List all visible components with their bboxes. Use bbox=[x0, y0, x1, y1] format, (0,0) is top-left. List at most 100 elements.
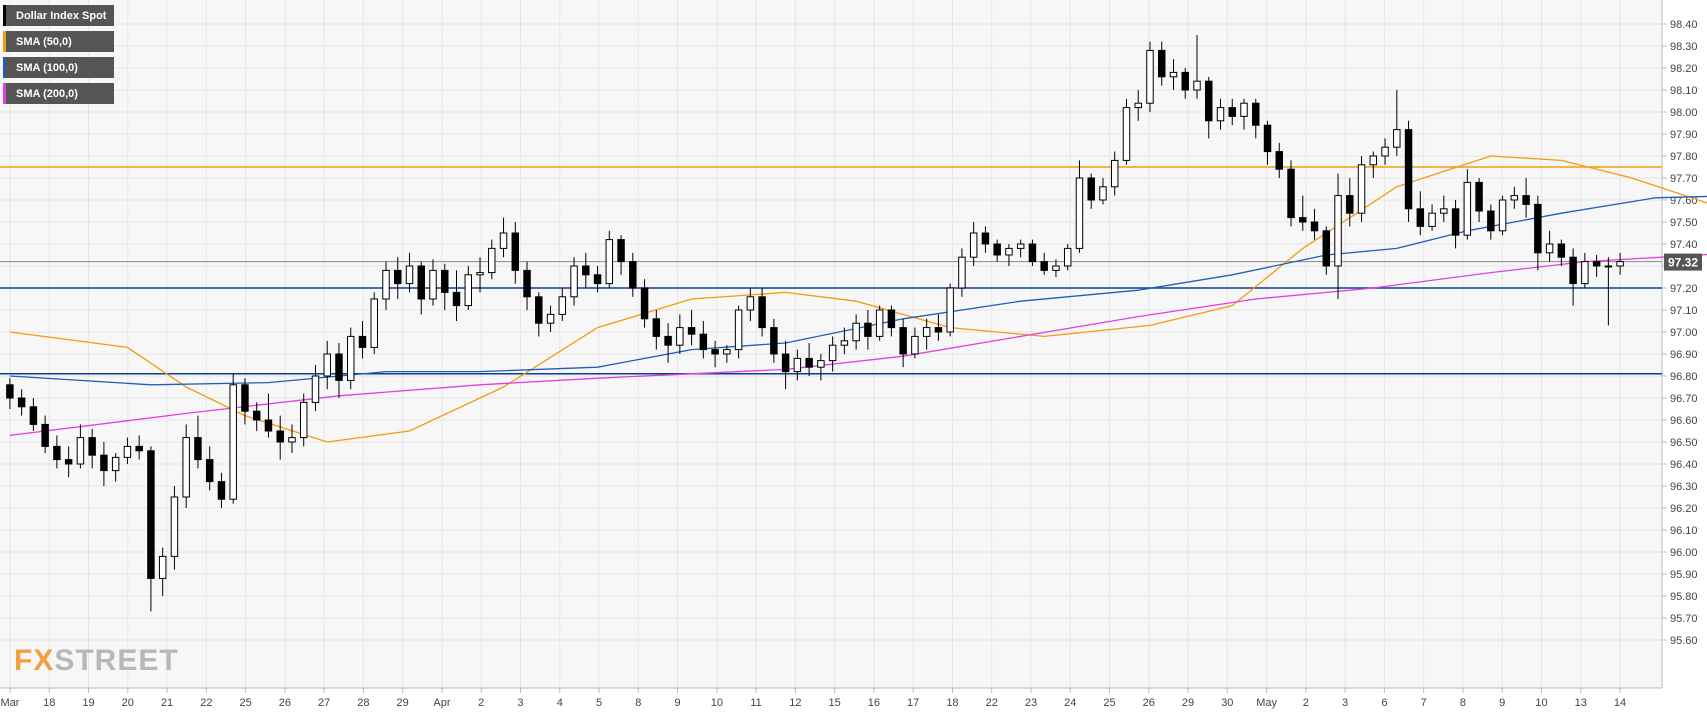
x-tick-label: 3 bbox=[1342, 697, 1348, 709]
candle bbox=[1040, 252, 1048, 275]
candle-body-down bbox=[1416, 208, 1425, 227]
candle bbox=[1228, 98, 1236, 126]
y-tick-label: 97.90 bbox=[1670, 129, 1698, 141]
candle bbox=[111, 453, 120, 482]
candle-body-down bbox=[687, 327, 696, 335]
candle bbox=[17, 389, 26, 416]
x-tick-label: 9 bbox=[1499, 697, 1505, 709]
candle bbox=[1169, 59, 1178, 90]
x-tick-label: May bbox=[1256, 697, 1277, 709]
candle bbox=[1334, 173, 1342, 299]
candle bbox=[1322, 226, 1331, 275]
candle bbox=[887, 305, 896, 337]
x-tick-label: 3 bbox=[517, 697, 523, 709]
candle bbox=[1310, 208, 1319, 240]
y-tick-label: 97.40 bbox=[1670, 239, 1698, 251]
candle bbox=[147, 446, 155, 612]
candle bbox=[76, 424, 85, 469]
candle bbox=[100, 442, 108, 486]
candle bbox=[88, 428, 96, 469]
candle bbox=[1099, 178, 1107, 205]
candle-body-down bbox=[394, 269, 402, 285]
y-tick-label: 95.90 bbox=[1670, 569, 1698, 581]
legend-label: SMA (100,0) bbox=[16, 61, 78, 74]
candle-body-up bbox=[123, 445, 132, 458]
candle-body-down bbox=[1299, 217, 1307, 223]
candle bbox=[969, 222, 978, 266]
legend-item-sma-200[interactable]: SMA (200,0) bbox=[3, 83, 115, 104]
candle bbox=[1028, 239, 1037, 266]
candle bbox=[264, 393, 273, 438]
candle-body-up bbox=[734, 309, 743, 351]
candle bbox=[1252, 98, 1260, 139]
candle-body-down bbox=[770, 327, 778, 355]
x-tick-label: 24 bbox=[1064, 697, 1076, 709]
candle-body-down bbox=[6, 384, 14, 399]
y-tick-label: 96.50 bbox=[1670, 437, 1698, 449]
legend-item-dollar-index[interactable]: Dollar Index Spot bbox=[3, 5, 115, 26]
candle-body-down bbox=[1534, 203, 1542, 254]
candle-body-down bbox=[934, 327, 943, 333]
candle-body-up bbox=[1428, 212, 1436, 227]
x-tick-label: 8 bbox=[1460, 697, 1466, 709]
candle-body-down bbox=[441, 269, 449, 293]
candle bbox=[1440, 195, 1448, 222]
candle-body-down bbox=[1557, 243, 1566, 258]
x-tick-label: 19 bbox=[82, 697, 94, 709]
candle bbox=[1146, 41, 1154, 112]
y-tick-label: 98.20 bbox=[1670, 63, 1698, 75]
plot-background bbox=[0, 0, 1662, 688]
y-tick-label: 95.70 bbox=[1670, 613, 1698, 625]
y-tick-label: 96.10 bbox=[1670, 525, 1698, 537]
candle bbox=[252, 402, 261, 431]
x-tick-label: 16 bbox=[868, 697, 880, 709]
candle-body-up bbox=[1616, 261, 1624, 267]
legend-item-sma-50[interactable]: SMA (50,0) bbox=[3, 31, 115, 52]
candle bbox=[1428, 204, 1436, 231]
candle-body-up bbox=[828, 344, 837, 362]
candle bbox=[346, 327, 355, 390]
x-tick-label: 11 bbox=[750, 697, 761, 709]
candle bbox=[558, 288, 567, 321]
candle-body-up bbox=[546, 313, 555, 324]
candle-body-down bbox=[1287, 168, 1295, 219]
candle bbox=[734, 305, 743, 359]
candle-body-up bbox=[76, 437, 85, 465]
x-tick-label: 25 bbox=[1103, 697, 1115, 709]
x-tick-label: 18 bbox=[946, 697, 958, 709]
candle-body-up bbox=[840, 340, 849, 346]
x-tick-label: 5 bbox=[596, 697, 602, 709]
candle-body-up bbox=[1122, 107, 1131, 161]
candle-body-up bbox=[476, 272, 484, 276]
x-tick-label: 21 bbox=[161, 697, 173, 709]
candle bbox=[429, 259, 437, 306]
logo-street: STREET bbox=[54, 644, 179, 677]
candle-body-up bbox=[570, 265, 578, 298]
x-tick-label: 8 bbox=[635, 697, 641, 709]
candle-body-down bbox=[593, 274, 602, 285]
x-tick-label: 10 bbox=[711, 697, 723, 709]
legend-label: Dollar Index Spot bbox=[16, 9, 107, 22]
candle bbox=[781, 340, 790, 390]
candle-body-down bbox=[1310, 221, 1319, 232]
legend-item-sma-100[interactable]: SMA (100,0) bbox=[3, 57, 115, 78]
candle-body-up bbox=[111, 456, 120, 472]
candle-body-up bbox=[558, 296, 567, 315]
candle-body-up bbox=[170, 496, 179, 557]
y-tick-label: 96.80 bbox=[1670, 371, 1698, 383]
x-tick-label: 9 bbox=[674, 697, 680, 709]
current-price-marker: 97.32 bbox=[1664, 253, 1702, 271]
y-tick-label: 95.80 bbox=[1670, 591, 1698, 603]
candle-body-down bbox=[264, 419, 273, 432]
candle bbox=[922, 318, 931, 350]
candle bbox=[1134, 90, 1142, 121]
candle bbox=[840, 327, 849, 354]
y-tick-label: 98.40 bbox=[1670, 19, 1698, 31]
candle-body-up bbox=[182, 437, 190, 498]
candle bbox=[711, 340, 719, 368]
x-tick-label: 4 bbox=[557, 697, 563, 709]
y-tick-label: 97.20 bbox=[1670, 283, 1698, 295]
x-tick-label: 10 bbox=[1535, 697, 1547, 709]
candle bbox=[1381, 138, 1389, 165]
